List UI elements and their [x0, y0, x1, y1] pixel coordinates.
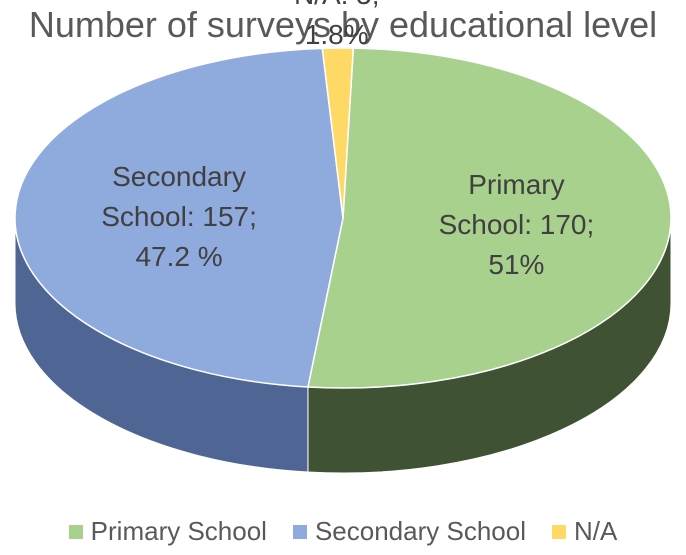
pie-slice-secondary-school	[14, 47, 344, 388]
chart-title: Number of surveys by educational level	[28, 4, 658, 45]
legend-label-secondary-school: Secondary School	[314, 516, 526, 546]
legend-item-na: N/A	[551, 516, 618, 547]
legend-swatch-secondary-school	[292, 524, 307, 539]
data-label-primary-school: Primary School: 170; 51%	[439, 169, 595, 280]
legend-swatch-primary-school	[68, 524, 83, 539]
legend-swatch-na	[551, 524, 566, 539]
legend-label-na: N/A	[573, 516, 618, 546]
legend: Primary School Secondary School N/A	[0, 516, 686, 547]
legend-label-primary-school: Primary School	[90, 516, 267, 546]
legend-item-secondary-school: Secondary School	[292, 516, 526, 547]
legend-item-primary-school: Primary School	[68, 516, 267, 547]
pie-slice-primary-school	[307, 47, 672, 389]
data-label-n-a: N/A: 5;1.8%	[294, 0, 380, 50]
pie-slice-n-a	[321, 47, 355, 219]
data-label-secondary-school: Secondary School: 157; 47.2 %	[101, 161, 257, 272]
